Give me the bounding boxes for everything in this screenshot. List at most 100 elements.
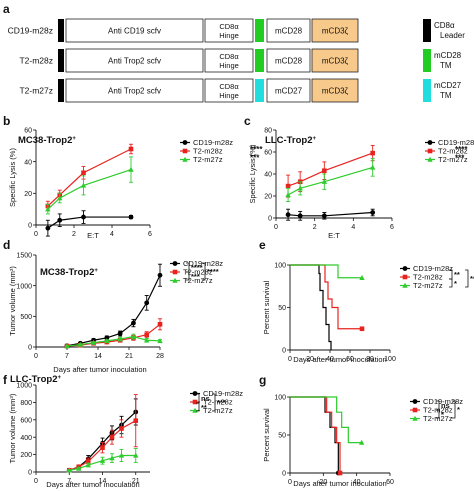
significance-label: **** [250, 145, 263, 154]
x-tick-label: 28 [156, 353, 164, 360]
survival-line [290, 264, 362, 330]
data-point [285, 183, 291, 189]
series-T2-m27z [285, 158, 376, 202]
survival-line [290, 264, 332, 350]
x-tick-label: 0 [34, 478, 38, 485]
scfv-label: Anti CD19 scfv [108, 27, 161, 36]
data-point [297, 213, 303, 219]
x-tick-label: 0 [288, 479, 292, 486]
y-tick-label: 500 [20, 314, 32, 321]
legend-label: T2-m28z [413, 273, 443, 282]
hinge-label: CD8α [219, 22, 239, 31]
y-tick-label: 1000 [16, 283, 32, 290]
series-CD19-m28z [285, 208, 376, 221]
significance-label: **** [455, 145, 468, 154]
legend-label: CD19-m28z [193, 138, 233, 147]
costim-label: mCD28 [275, 27, 303, 36]
series-CD19-m28z [290, 396, 341, 476]
data-point [359, 326, 365, 332]
panel-letter-d: d [3, 238, 10, 252]
scfv-label: Anti Trop2 scfv [108, 87, 161, 96]
cd3z-label: mCD3ζ [322, 87, 349, 96]
significance-label: ns [201, 394, 210, 403]
legend-label: TM [440, 91, 452, 100]
y-axis-label: Tumor volume (mm³) [8, 266, 17, 336]
x-tick-label: 0 [288, 356, 292, 363]
costim-label: mCD28 [275, 57, 303, 66]
significance-label: * [454, 279, 457, 288]
significance-label: *** [217, 398, 226, 407]
y-tick-label: 50 [278, 305, 286, 312]
scfv-label: Anti Trop2 scfv [108, 57, 161, 66]
data-point [128, 214, 134, 220]
hinge-label: CD8α [219, 52, 239, 61]
series-T2-m27z [290, 396, 365, 445]
data-point [172, 277, 178, 283]
x-tick-label: 60 [346, 356, 354, 363]
data-point [172, 269, 178, 275]
data-point [57, 195, 63, 201]
x-tick-label: 6 [148, 231, 152, 238]
scfv-block [65, 78, 204, 103]
x-axis-label: E:T [87, 231, 99, 240]
series-line [288, 211, 373, 217]
significance: *********** [186, 262, 219, 281]
significance-bracket [202, 262, 206, 281]
costim-block [266, 48, 311, 73]
data-point [370, 210, 376, 215]
data-point [117, 336, 123, 342]
legend-swatch [423, 49, 431, 72]
data-point [118, 452, 125, 458]
panel-letter-c: c [244, 114, 251, 128]
cd3z-label: mCD3ζ [322, 27, 349, 36]
significance-label: **** [191, 263, 203, 272]
y-tick-label: 40 [24, 159, 32, 166]
data-point [90, 339, 97, 345]
legend-label: CD19-m28z [423, 397, 463, 406]
leader-block [58, 19, 64, 42]
legend-label: T2-m28z [438, 147, 468, 156]
data-point [64, 343, 70, 349]
y-tick-label: 800 [20, 400, 32, 407]
significance-label: *** [455, 154, 465, 163]
costim-label: mCD27 [275, 87, 303, 96]
series-T2-m28z [290, 396, 343, 476]
data-point [412, 415, 418, 421]
x-tick-label: 7 [67, 478, 71, 485]
significance-label: **** [207, 267, 219, 276]
cd3z-block [311, 48, 359, 73]
y-tick-label: 0 [28, 470, 32, 477]
data-point [285, 212, 291, 218]
legend-label: mCD27 [434, 81, 462, 90]
y-tick-label: 1000 [16, 383, 32, 390]
x-tick-label: 14 [99, 478, 107, 485]
series-T2-m27z [64, 333, 163, 349]
y-tick-label: 20 [24, 191, 32, 198]
construct-name: T2-m27z [19, 86, 53, 96]
significance: ns***** [196, 393, 226, 412]
significance: ******* [455, 145, 468, 163]
legend-label: Leader [440, 31, 465, 40]
data-point [104, 338, 110, 344]
data-point [402, 266, 408, 271]
data-point [427, 156, 433, 162]
chart-title: LLC-Trop2+ [265, 135, 317, 146]
data-point [157, 272, 163, 278]
x-tick-label: 7 [65, 353, 69, 360]
x-tick-label: 0 [34, 231, 38, 238]
x-axis-label: E:T [328, 231, 340, 240]
data-point [412, 399, 418, 404]
significance-label: *** [250, 154, 260, 163]
series-line [47, 148, 132, 207]
construct-name: T2-m28z [19, 56, 53, 66]
y-tick-label: 0 [282, 348, 286, 355]
y-axis-label: Percent survival [262, 408, 271, 462]
data-point [192, 407, 198, 413]
data-point [85, 459, 91, 464]
y-axis-label: Percent survival [262, 280, 271, 334]
x-tick-label: 4 [351, 224, 355, 231]
significance-bracket [436, 409, 440, 419]
significance-label: ** [201, 403, 207, 412]
